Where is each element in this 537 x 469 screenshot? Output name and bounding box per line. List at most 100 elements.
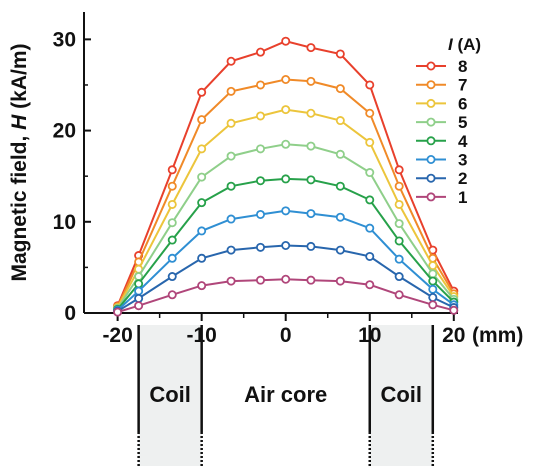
data-point [281,105,291,115]
data-point [226,118,236,128]
legend-swatch-marker [426,80,436,90]
data-point [226,214,236,224]
data-point [394,236,404,246]
x-tick-label: 20 [442,324,465,347]
data-point [428,276,438,286]
coil-region-fill [138,325,202,466]
data-point [134,293,144,303]
series-5 [113,139,459,313]
data-point [255,176,265,186]
data-point [255,242,265,252]
data-point [226,181,236,191]
data-point [167,199,177,209]
data-point [167,165,177,175]
data-point [394,219,404,229]
data-point [335,212,345,222]
series-1 [113,274,459,317]
data-point [113,307,123,317]
data-series [113,36,459,317]
data-point [365,168,375,178]
y-axis-label: Magnetic field, H (kA/m) [8,43,31,281]
data-point [306,43,316,53]
data-point [197,253,207,263]
data-point [197,172,207,182]
legend-label: 1 [458,188,467,207]
legend-item: 8 [416,57,467,76]
data-point [449,305,459,315]
data-point [428,300,438,310]
region-label: Coil [380,382,422,407]
data-point [281,36,291,46]
data-point [197,281,207,291]
legend-label: 5 [458,113,467,132]
legend-swatch-marker [426,173,436,183]
coil-region-fill [369,325,433,466]
data-point [167,218,177,228]
data-point [365,80,375,90]
data-point [226,56,236,66]
x-axis-label: (mm) [472,324,523,347]
x-tick-label: -20 [102,324,132,347]
data-point [335,84,345,94]
data-point [306,175,316,185]
y-tick-label: 20 [53,120,76,143]
data-point [281,174,291,184]
data-point [281,74,291,84]
data-point [255,209,265,219]
data-point [365,195,375,205]
data-point [197,144,207,154]
legend-swatch-marker [426,61,436,71]
y-tick-label: 10 [53,211,76,234]
legend-label: 3 [458,151,467,170]
data-point [167,272,177,282]
series-3 [113,206,459,315]
legend-item: 6 [416,94,467,113]
legend-swatch-marker [426,154,436,164]
legend-item: 7 [416,76,467,95]
data-point [365,251,375,261]
data-point [365,223,375,233]
y-axis-label-variable: H [8,114,31,130]
data-point [226,245,236,255]
data-point [255,275,265,285]
legend-swatch-marker [426,192,436,202]
data-point [394,199,404,209]
legend-label: 4 [458,132,468,151]
legend-item: 1 [416,188,467,207]
data-point [281,241,291,251]
data-point [428,261,438,271]
data-point [394,254,404,264]
data-point [134,286,144,296]
legend-label: 8 [458,57,467,76]
data-point [197,226,207,236]
legend-swatch-marker [426,98,436,108]
y-axis-label-unit: (kA/m) [8,43,31,114]
data-point [335,49,345,59]
data-point [335,149,345,159]
legend-title-unit: (A) [453,35,481,54]
data-point [255,144,265,154]
data-point [281,274,291,284]
data-point [134,279,144,289]
data-point [394,181,404,191]
data-point [428,284,438,294]
region-label: Air core [244,382,327,407]
y-tick-label: 30 [53,28,76,51]
y-tick-label: 0 [64,302,76,325]
series-8 [113,36,459,311]
data-point [394,165,404,175]
data-point [428,292,438,302]
legend-title: I (A) [448,35,481,54]
data-point [306,275,316,285]
data-point [134,301,144,311]
axes: 0 10 20 30 -20 -10 0 10 20 (mm) Magnetic field, H … [8,12,523,347]
data-point [335,276,345,286]
data-point [335,245,345,255]
x-tick-label: -10 [186,324,216,347]
data-point [428,269,438,279]
data-point [335,181,345,191]
data-point [167,235,177,245]
data-point [365,280,375,290]
legend-item: 2 [416,169,467,188]
